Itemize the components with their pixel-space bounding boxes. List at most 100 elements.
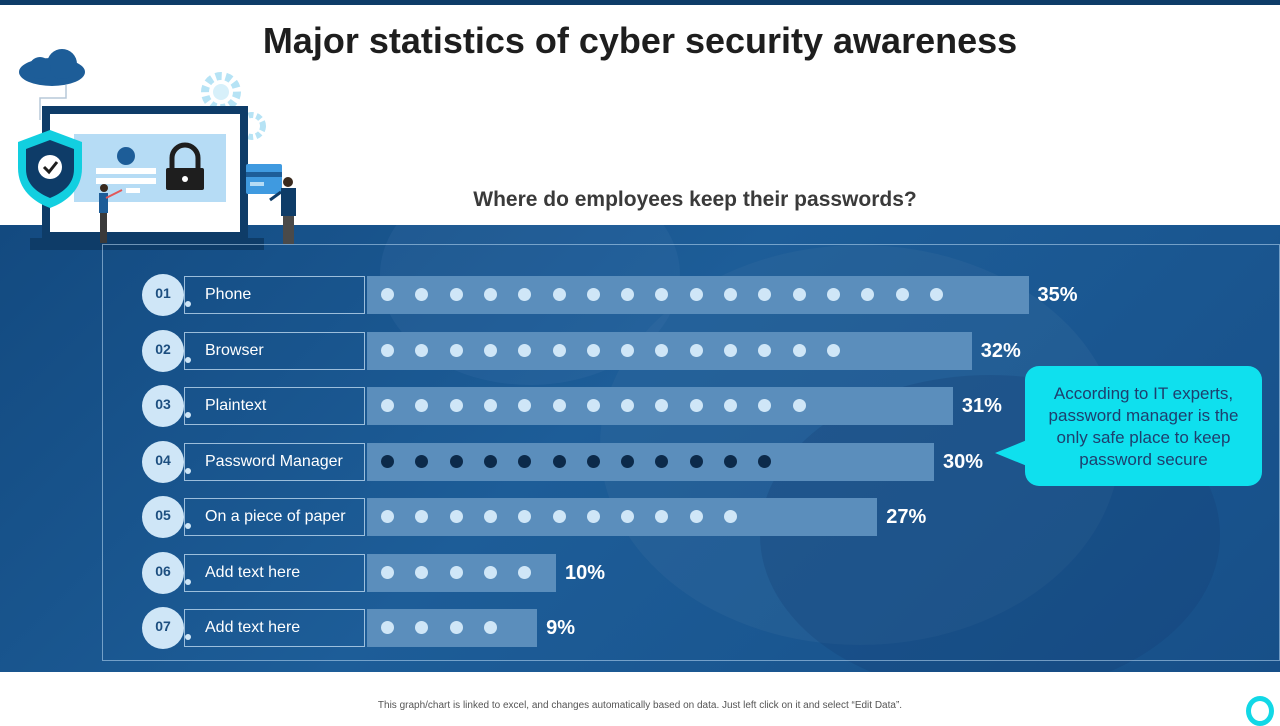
bar-dot-highlighted — [449, 455, 463, 468]
footer-note: This graph/chart is linked to excel, and… — [377, 700, 903, 711]
bar-dot — [415, 344, 429, 357]
category-label: Password Manager — [184, 443, 365, 481]
category-label: Plaintext — [184, 387, 365, 425]
bar-dot — [621, 399, 635, 412]
bar-dot-highlighted — [724, 455, 737, 468]
bar-dot — [655, 344, 669, 357]
footer-area — [0, 672, 1280, 720]
bar-dot-highlighted — [518, 455, 532, 468]
row-number-badge: 01 — [142, 274, 184, 316]
bar-dot — [655, 399, 669, 412]
bar-dot-highlighted — [381, 455, 394, 468]
bar-dot — [381, 566, 394, 579]
bar-dot — [724, 344, 737, 357]
bar-dot — [758, 399, 772, 412]
bar-dot — [724, 510, 737, 523]
bar-dot — [621, 510, 635, 523]
bar-dot — [483, 621, 497, 634]
corner-logo-icon — [1246, 696, 1274, 726]
value-label: 31% — [961, 395, 1002, 417]
row-number-dot — [185, 523, 191, 529]
bar-dot — [586, 510, 600, 523]
bar-dot — [586, 344, 600, 357]
cyber-security-illustration — [18, 49, 296, 250]
bar-dot — [689, 288, 703, 301]
bar-dot — [381, 399, 394, 412]
row-number-badge: 07 — [142, 607, 184, 649]
row-number-badge: 05 — [142, 496, 184, 538]
bar-dot — [415, 399, 429, 412]
bar-dot — [415, 510, 429, 523]
bar-dot — [415, 621, 429, 634]
bar-dot — [792, 344, 806, 357]
category-label: Add text here — [184, 554, 365, 592]
callout-box: According to IT experts, password manage… — [1025, 366, 1262, 486]
bar-dot-highlighted — [483, 455, 497, 468]
bar-dot — [552, 510, 566, 523]
bar-dot-highlighted — [552, 455, 566, 468]
shield-check-icon — [18, 130, 82, 208]
bar-dot — [621, 344, 635, 357]
row-number-dot — [185, 357, 191, 363]
bar — [367, 332, 972, 370]
bar-dot-highlighted — [586, 455, 600, 468]
value-label: 10% — [565, 562, 606, 584]
bar-dot — [792, 288, 806, 301]
category-label: Browser — [184, 332, 365, 370]
bar-dot — [895, 288, 909, 301]
bar-dot — [586, 288, 600, 301]
bar-dot — [724, 399, 737, 412]
category-label: Add text here — [184, 609, 365, 647]
bar-dot — [724, 288, 737, 301]
bar-dot — [415, 288, 429, 301]
row-number-dot — [185, 579, 191, 585]
bar-dot — [415, 566, 429, 579]
page-title: Major statistics of cyber security aware… — [262, 20, 1018, 61]
bar-dot — [483, 399, 497, 412]
row-number-dot — [185, 468, 191, 474]
bar-dot — [655, 288, 669, 301]
bar-dot — [518, 399, 532, 412]
bar-dot — [381, 288, 394, 301]
bar-dot — [483, 344, 497, 357]
bar-dot — [449, 510, 463, 523]
bar-dot-highlighted — [689, 455, 703, 468]
category-label: On a piece of paper — [184, 498, 365, 536]
bar-dot — [758, 288, 772, 301]
row-number-badge: 04 — [142, 441, 184, 483]
bar-dot-highlighted — [621, 455, 635, 468]
bar-dot — [518, 566, 532, 579]
row-number-badge: 02 — [142, 330, 184, 372]
bar-dot — [449, 566, 463, 579]
credit-card-icon — [246, 164, 282, 194]
bar-dot — [689, 399, 703, 412]
value-label: 30% — [943, 451, 984, 473]
bar-dot — [483, 566, 497, 579]
category-label: Phone — [184, 276, 365, 314]
cloud-icon — [19, 49, 85, 120]
user-icon — [96, 147, 156, 193]
top-accent-bar — [0, 0, 1280, 5]
value-label: 35% — [1037, 284, 1078, 306]
bar-dot — [826, 344, 840, 357]
bar-dot — [689, 510, 703, 523]
bar-dot — [518, 344, 532, 357]
bar-dot — [689, 344, 703, 357]
bar-dot — [792, 399, 806, 412]
bar-dot-highlighted — [415, 455, 429, 468]
callout-tail — [995, 440, 1027, 466]
bar-dot — [621, 288, 635, 301]
value-label: 9% — [546, 617, 575, 639]
row-number-dot — [185, 634, 191, 640]
bar-dot — [552, 399, 566, 412]
person-icon — [99, 177, 296, 244]
chart-title: Where do employees keep their passwords? — [473, 188, 917, 211]
row-number-badge: 06 — [142, 552, 184, 594]
bar-dot — [655, 510, 669, 523]
row-number-badge: 03 — [142, 385, 184, 427]
bar-dot — [758, 344, 772, 357]
value-label: 27% — [886, 506, 927, 528]
bar-dot — [381, 621, 394, 634]
row-number-dot — [185, 301, 191, 307]
bar-dot-highlighted — [655, 455, 669, 468]
